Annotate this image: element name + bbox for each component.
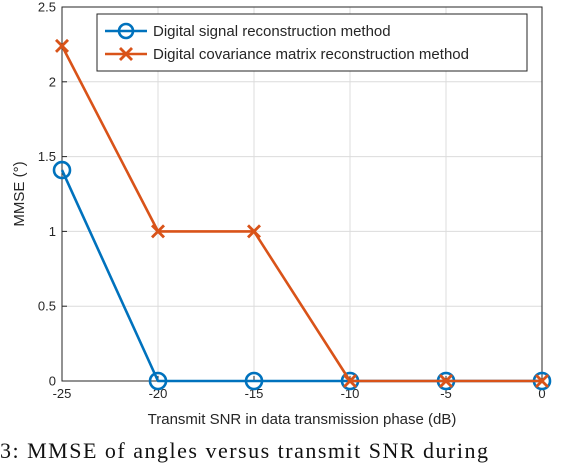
data-point xyxy=(244,371,264,391)
legend-entry: Digital signal reconstruction method xyxy=(105,22,391,40)
x-tick-label: 0 xyxy=(538,386,545,401)
figure-caption: 3: MMSE of angles versus transmit SNR du… xyxy=(0,438,490,463)
series-line xyxy=(60,45,542,383)
data-point xyxy=(535,374,549,388)
legend-box xyxy=(96,13,528,72)
series-x xyxy=(55,38,549,388)
x-tick-label: -25 xyxy=(53,386,72,401)
y-tick-label: 2 xyxy=(49,74,56,89)
axis-ticks: -25 -20 -15 -10 -5 0 0 0.5 1 1.5 2 2.5 xyxy=(38,0,546,401)
data-point xyxy=(52,160,72,180)
data-point xyxy=(117,22,135,40)
y-tick-label: 1.5 xyxy=(38,149,56,164)
legend-label: Digital covariance matrix reconstruction… xyxy=(153,46,469,63)
x-tick-label: -15 xyxy=(245,386,264,401)
data-point xyxy=(439,374,453,388)
series-line xyxy=(60,169,542,383)
y-tick-label: 0 xyxy=(49,374,56,389)
data-point xyxy=(247,224,261,239)
legend-entry: Digital covariance matrix reconstruction… xyxy=(105,46,469,63)
data-point xyxy=(148,371,168,391)
y-tick-label: 1 xyxy=(49,224,56,239)
data-point xyxy=(151,224,165,239)
x-axis-label: Transmit SNR in data transmission phase … xyxy=(148,411,457,428)
data-point xyxy=(343,374,357,388)
x-tick-label: -10 xyxy=(341,386,360,401)
data-point xyxy=(119,47,133,61)
series-circle xyxy=(52,160,552,391)
x-tick-label: -20 xyxy=(149,386,168,401)
legend: Digital signal reconstruction method Digi… xyxy=(96,13,528,72)
y-tick-label: 2.5 xyxy=(38,0,56,15)
series-layer xyxy=(52,38,552,391)
y-tick-label: 0.5 xyxy=(38,299,56,314)
y-axis-label: MMSE (°) xyxy=(11,161,28,226)
data-point xyxy=(55,38,69,53)
legend-label: Digital signal reconstruction method xyxy=(153,23,391,40)
x-tick-label: -5 xyxy=(440,386,452,401)
